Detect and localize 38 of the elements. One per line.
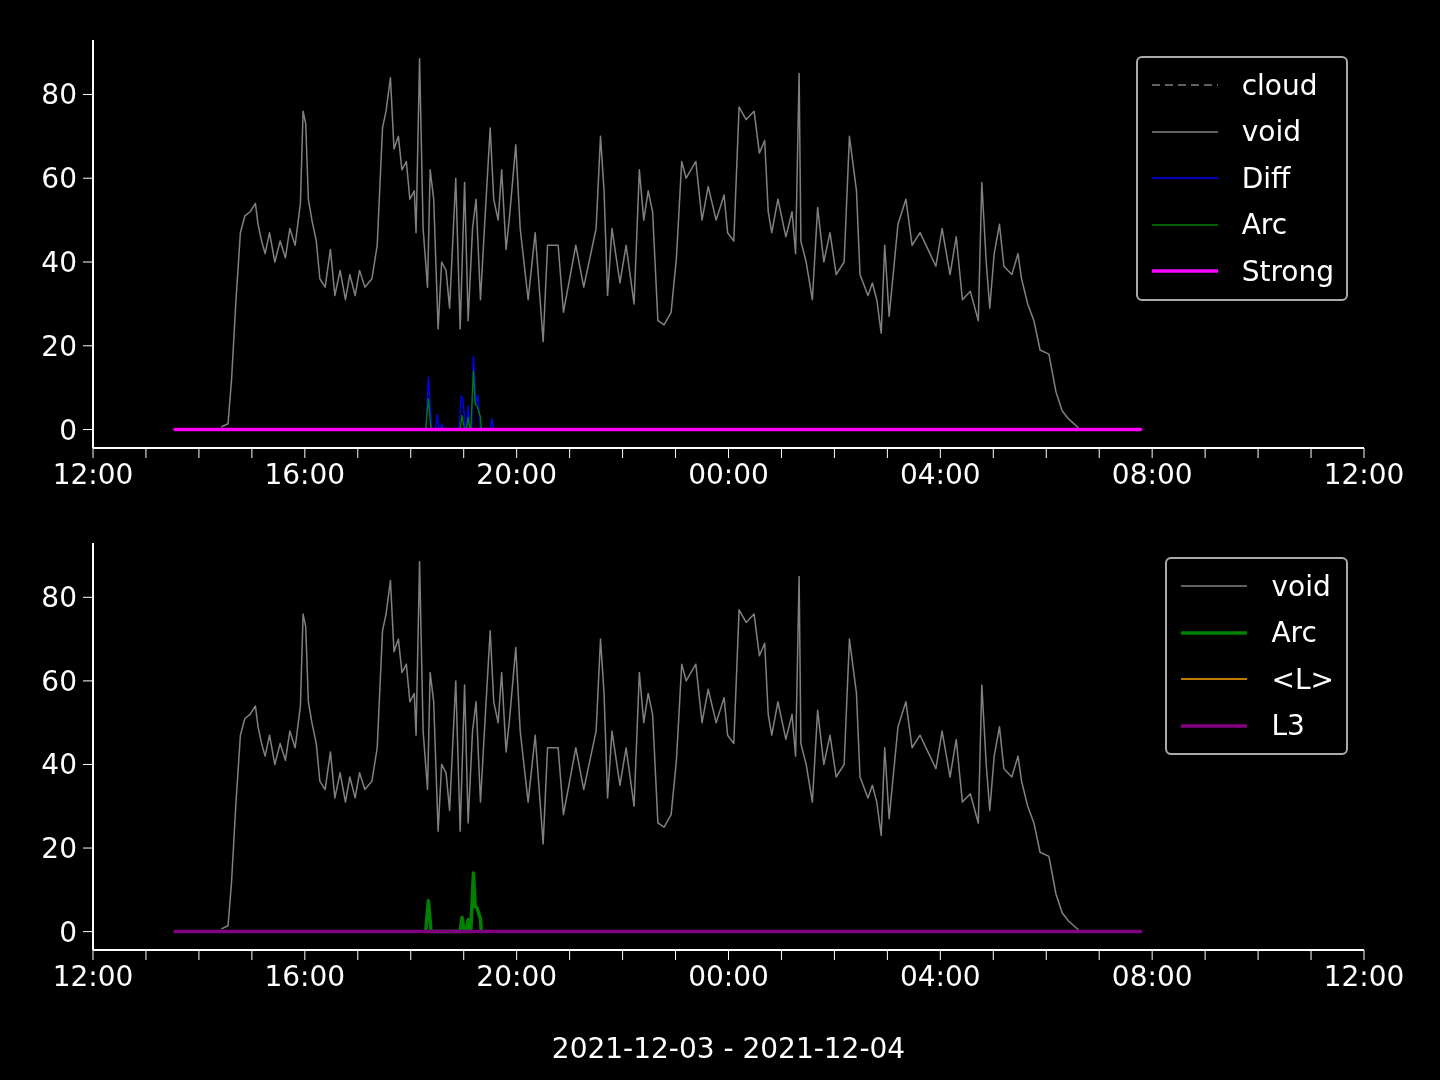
y-tick-label: 20 [41,831,77,865]
legend-label: L3 [1271,709,1305,743]
line-series [221,561,1079,931]
x-tick-label: 04:00 [899,959,981,993]
x-tick-label: 08:00 [1111,959,1193,993]
legend-label: Arc [1271,616,1317,650]
x-tick-label: 12:00 [52,959,134,993]
x-tick-label: 20:00 [476,959,558,993]
y-tick-label: 20 [41,329,77,363]
y-tick-label: 0 [59,413,77,447]
y-tick-label: 40 [41,748,77,782]
y-tick-label: 80 [41,78,77,112]
x-tick-label: 00:00 [688,457,769,491]
x-tick-label: 08:00 [1111,457,1193,491]
legend-label: <L> [1271,662,1334,696]
y-tick-label: 60 [41,664,77,698]
y-tick-label: 60 [41,162,77,196]
line-series [221,58,1079,429]
x-tick-label: 12:00 [52,457,134,491]
x-tick-label: 12:00 [1323,959,1405,993]
legend-label: Strong [1241,254,1334,288]
x-tick-label: 16:00 [264,457,346,491]
x-tick-label: 00:00 [688,959,769,993]
x-tick-label: 04:00 [899,457,981,491]
y-tick-label: 40 [41,245,77,279]
y-tick-label: 0 [59,915,77,949]
line-series [425,370,483,431]
x-tick-label: 20:00 [476,457,558,491]
legend-label: Arc [1241,208,1288,242]
line-series [425,356,495,431]
legend-label: cloud [1241,68,1318,102]
legend-label: void [1271,569,1331,603]
x-axis-title: 2021-12-03 - 2021-12-04 [550,1032,907,1065]
y-tick-label: 80 [41,581,77,615]
legend-label: Diff [1241,161,1291,195]
legend-label: void [1241,115,1301,149]
x-tick-label: 16:00 [264,959,346,993]
x-tick-label: 12:00 [1323,457,1405,491]
